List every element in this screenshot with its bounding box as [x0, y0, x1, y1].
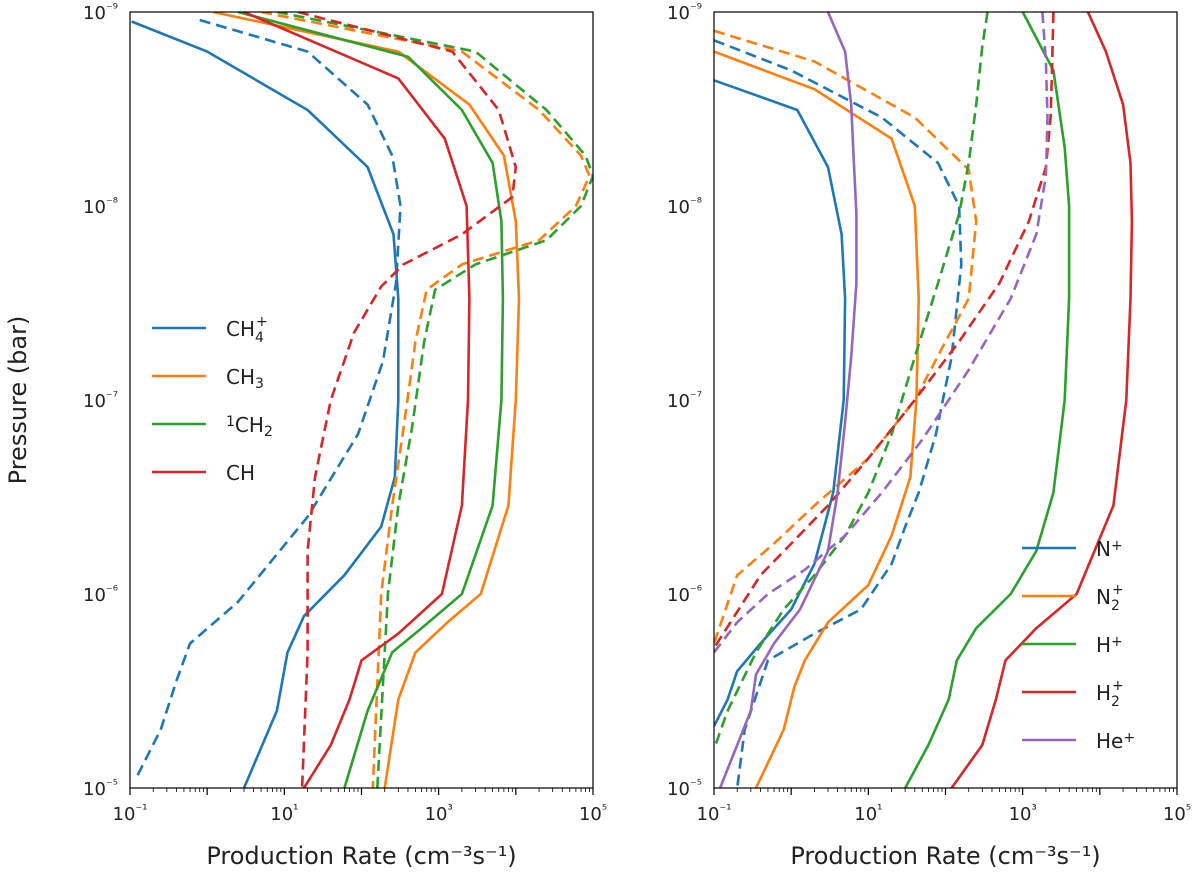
axes-frame [129, 11, 594, 789]
legend-entry: CH4+ [226, 314, 268, 346]
series-line-1 [134, 18, 402, 779]
series-line-4 [237, 12, 505, 788]
series-line-6 [950, 12, 1134, 788]
series-line-3 [714, 29, 978, 644]
legend-entry: CH [226, 461, 255, 485]
series-line-7 [297, 12, 518, 788]
legend-entry: H+ [1096, 633, 1123, 657]
series-line-0 [714, 79, 847, 727]
series-line-6 [243, 12, 471, 788]
x-axis-label: Production Rate (cm⁻³s⁻¹) [206, 842, 516, 870]
y-axis-label: Pressure (bar) [4, 316, 32, 485]
series-group [131, 12, 593, 788]
legend-entry: N+ [1096, 537, 1123, 561]
y-tick-label: 10⁻⁷ [667, 390, 702, 412]
series-line-2 [213, 12, 521, 788]
series-line-5 [276, 12, 593, 788]
series-line-5 [714, 12, 989, 750]
series-line-3 [260, 12, 591, 788]
panel-right: 10⁻¹ 10¹ 10³ 10⁵ 10⁻⁹ 10⁻⁸ 10⁻⁷ 10⁻⁶ 10⁻⁵ Product… [667, 2, 1191, 870]
x-tick-label: 10¹ [270, 803, 298, 825]
panel-left: 10⁻¹ 10¹ 10³ 10⁵ 10⁻⁹ 10⁻⁸ 10⁻⁷ 10⁻⁶ 10⁻⁵ Product… [4, 2, 607, 870]
series-line-1 [714, 39, 963, 788]
series-line-4 [904, 12, 1071, 788]
series-line-8 [718, 12, 858, 788]
series-group [714, 12, 1134, 788]
legend-entry: H2+ [1096, 678, 1124, 710]
x-tick-label: 10³ [425, 803, 453, 825]
y-tick-label: 10⁻⁹ [667, 2, 702, 24]
x-tick-label: 10⁻¹ [697, 803, 732, 825]
x-tick-label: 10³ [1009, 803, 1037, 825]
x-tick-label: 10⁵ [1163, 803, 1191, 825]
y-tick-label: 10⁻⁵ [83, 778, 118, 800]
legend-entry: N2+ [1096, 582, 1124, 614]
legend: N+ N2+ H+ H2+ He+ [1022, 537, 1135, 753]
x-tick-label: 10¹ [854, 803, 882, 825]
y-tick-label: 10⁻⁸ [667, 196, 702, 218]
legend-entry: He+ [1096, 729, 1135, 753]
series-line-2 [714, 50, 920, 788]
y-tick-label: 10⁻⁹ [83, 2, 118, 24]
series-line-7 [714, 12, 1055, 649]
series-line-0 [131, 20, 400, 788]
y-tick-label: 10⁻⁵ [667, 778, 702, 800]
x-tick-label: 10⁵ [579, 803, 607, 825]
y-tick-label: 10⁻⁸ [83, 196, 118, 218]
legend-entry: 1CH2 [226, 413, 273, 440]
y-tick-label: 10⁻⁶ [83, 584, 118, 606]
legend-entry: CH3 [226, 365, 264, 392]
series-line-9 [714, 12, 1049, 654]
legend: CH4+ CH3 1CH2 CH [152, 314, 273, 485]
axes-frame [713, 11, 1178, 789]
y-tick-label: 10⁻⁶ [667, 584, 702, 606]
y-tick-label: 10⁻⁷ [83, 390, 118, 412]
x-axis-label: Production Rate (cm⁻³s⁻¹) [790, 842, 1100, 870]
x-tick-label: 10⁻¹ [113, 803, 148, 825]
